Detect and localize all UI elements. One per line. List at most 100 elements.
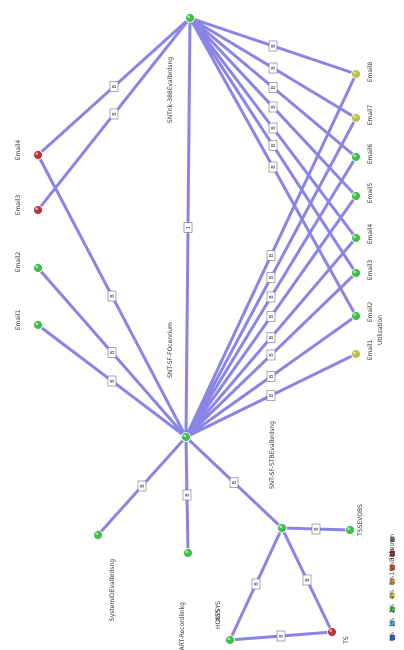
edge-label: B <box>182 489 192 501</box>
edge-label: B <box>266 349 276 361</box>
node-label-emailR4: Email4 <box>367 224 374 245</box>
edge-label: B <box>268 40 278 52</box>
node-emailR2[interactable] <box>351 311 361 321</box>
edge-label: B <box>137 480 147 492</box>
node-highlight <box>279 525 283 529</box>
node-label-email2: Email2 <box>15 252 22 273</box>
svg-text:B: B <box>110 350 116 354</box>
edge-label: B <box>109 108 119 120</box>
node-highlight <box>353 115 357 119</box>
legend-swatch <box>390 635 395 640</box>
svg-text:B: B <box>271 126 277 130</box>
legend-swatch <box>390 551 395 556</box>
edge-label: B <box>268 122 278 134</box>
node-label-hubMain: SNT-SF-FOcenrium <box>167 322 174 378</box>
edge-label: B <box>268 161 278 173</box>
node-hubMain[interactable] <box>181 432 191 442</box>
node-leafSystem[interactable] <box>93 530 103 540</box>
edge-label: B <box>107 347 117 358</box>
legend-caption: Utilization <box>377 315 384 345</box>
node-highlight <box>353 154 357 158</box>
svg-text:B: B <box>110 294 116 298</box>
node-highlight <box>353 193 357 197</box>
svg-text:B: B <box>271 143 277 147</box>
legend-swatch <box>390 537 395 542</box>
node-emailR6[interactable] <box>351 152 361 162</box>
node-label-leafTSS: TSSEVOBS <box>357 504 364 537</box>
node-emailR8[interactable] <box>351 69 361 79</box>
node-leafTSS[interactable] <box>345 525 355 535</box>
node-emailR3[interactable] <box>351 268 361 278</box>
edge-label: B <box>251 578 261 590</box>
edge-label: B <box>268 62 278 74</box>
node-label-emailR1: Email1 <box>367 340 374 361</box>
node-tri2[interactable] <box>225 635 235 645</box>
edge-label: B <box>266 390 276 401</box>
svg-text:B: B <box>269 335 275 339</box>
edge-layer <box>36 16 358 642</box>
node-highlight <box>95 532 99 536</box>
legend-label: 2% <box>389 604 396 614</box>
node-highlight <box>187 15 191 19</box>
node-highlight <box>329 629 333 633</box>
node-email2[interactable] <box>33 263 43 273</box>
node-label-tri1: HOSTSYS <box>215 601 222 629</box>
legend-label: 16% <box>389 562 396 576</box>
node-label-hubTop: SNTnk-388Evalbrdsng <box>167 57 174 123</box>
svg-text:1: 1 <box>186 226 192 229</box>
node-hubSub[interactable] <box>277 523 287 533</box>
legend-label: Unknown <box>389 534 396 562</box>
node-email4[interactable] <box>33 150 43 160</box>
edge-label: B <box>266 332 276 343</box>
node-emailR4[interactable] <box>351 233 361 243</box>
edge-label: B <box>268 101 278 113</box>
node-highlight <box>35 322 39 326</box>
node-tri3[interactable] <box>327 627 337 637</box>
edge-label: B <box>107 290 117 302</box>
node-highlight <box>227 637 231 641</box>
legend-swatch <box>390 593 395 598</box>
node-label-hubSub: SNT-SF-STBEvalbrdsng <box>269 421 276 489</box>
legend-label: 1% <box>389 618 396 628</box>
edge-label: B <box>311 523 321 535</box>
node-highlight <box>35 265 39 269</box>
svg-text:B: B <box>269 295 275 299</box>
node-label-tri2: XSS <box>215 609 222 621</box>
svg-text:B: B <box>279 634 285 638</box>
edge-label: B <box>268 82 278 93</box>
node-email1[interactable] <box>33 320 43 330</box>
svg-text:B: B <box>269 393 275 397</box>
node-highlight <box>347 527 351 531</box>
node-highlight <box>185 550 189 554</box>
edge-label: 1 <box>183 222 193 233</box>
svg-text:B: B <box>305 578 311 582</box>
svg-text:B: B <box>112 112 118 116</box>
node-emailR5[interactable] <box>351 191 361 201</box>
node-label-email1: Email1 <box>15 310 22 331</box>
node-label-layer: SNTnk-388Evalbrdsng SNT-SF-FOcenrium SNT-S… <box>15 57 374 650</box>
legend: 0% 1% 2% 4% 8%16%32%Unknown Utilization <box>377 315 396 642</box>
node-email3[interactable] <box>33 205 43 215</box>
edge-label: B <box>266 291 276 303</box>
svg-text:B: B <box>269 374 275 378</box>
node-highlight <box>353 270 357 274</box>
node-highlight <box>353 71 357 75</box>
svg-text:B: B <box>269 253 275 257</box>
svg-text:B: B <box>269 314 275 318</box>
node-highlight <box>353 313 357 317</box>
node-highlight <box>35 207 39 211</box>
node-emailR1[interactable] <box>351 349 361 359</box>
legend-label: 32% <box>389 548 396 562</box>
node-label-tri3: TS <box>343 636 350 645</box>
svg-text:B: B <box>314 527 320 531</box>
node-label-emailR6: Email6 <box>367 144 374 165</box>
node-emailR7[interactable] <box>351 113 361 123</box>
node-hubTop[interactable] <box>185 13 195 23</box>
svg-text:B: B <box>269 275 275 279</box>
node-label-emailR2: Email2 <box>367 302 374 323</box>
legend-swatch <box>390 607 395 612</box>
node-label-emailR7: Email7 <box>367 105 374 126</box>
node-leafRecord[interactable] <box>183 548 193 558</box>
node-label-emailR3: Email3 <box>367 260 374 281</box>
node-label-email3: Email3 <box>15 195 22 216</box>
